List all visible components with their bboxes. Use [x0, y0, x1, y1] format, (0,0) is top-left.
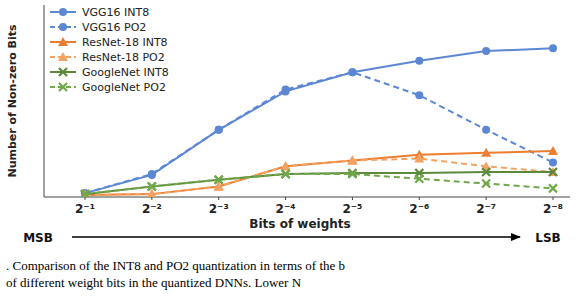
point: [482, 126, 490, 134]
series: [81, 168, 557, 197]
x-tick: [553, 197, 554, 200]
point: [415, 57, 423, 65]
point: [549, 158, 557, 166]
legend-marker: [59, 83, 67, 91]
y-axis-label: Number of Non-zero Bits: [6, 24, 19, 178]
x-tick-label: 2⁻¹: [75, 202, 95, 216]
x-tick-label: 2⁻³: [209, 202, 229, 216]
y-axis: [44, 5, 45, 197]
point: [414, 154, 424, 163]
point: [148, 170, 156, 178]
caption: . Comparison of the INT8 and PO2 quantiz…: [6, 258, 345, 273]
legend-label: ResNet-18 PO2: [82, 51, 165, 64]
legend-label: VGG16 PO2: [82, 21, 146, 34]
point: [348, 170, 356, 178]
annotation: LSB: [535, 231, 560, 245]
series-line: [85, 174, 553, 194]
series: [80, 146, 558, 197]
series-line: [85, 151, 553, 195]
legend-marker: [59, 23, 67, 31]
x-tick-label: 2⁻⁵: [342, 202, 362, 216]
legend-label: GoogleNet INT8: [82, 66, 169, 79]
x-tick: [352, 197, 353, 200]
chart: 2⁻¹ 2⁻² 2⁻³ 2⁻⁴ 2⁻⁵ 2⁻⁶ 2⁻⁷ 2⁻⁸ Number of Non-ze…: [0, 0, 586, 296]
x-tick: [285, 197, 286, 200]
point: [347, 156, 357, 165]
plot-area: [80, 44, 558, 197]
x-tick-label: 2⁻⁷: [476, 202, 496, 216]
x-tick: [151, 197, 152, 200]
point: [482, 47, 490, 55]
point: [282, 170, 290, 178]
point: [348, 68, 356, 76]
series: [81, 68, 557, 197]
annotation: MSB: [23, 231, 53, 245]
point: [415, 91, 423, 99]
point: [281, 161, 291, 170]
x-tick: [486, 197, 487, 200]
point: [148, 171, 156, 179]
series: [81, 44, 557, 197]
point: [348, 68, 356, 76]
x-tick-label: 2⁻²: [142, 202, 162, 216]
point: [482, 168, 490, 176]
point: [282, 85, 290, 93]
point: [215, 126, 223, 134]
point: [549, 184, 557, 192]
legend-label: GoogleNet PO2: [82, 81, 166, 94]
legend-marker: [58, 37, 68, 46]
direction-arrow: [72, 236, 520, 238]
x-axis: [44, 197, 570, 198]
point: [215, 176, 223, 184]
point: [482, 180, 490, 188]
point: [548, 146, 558, 155]
caption: of different weight bits in the quantize…: [6, 275, 302, 290]
legend: VGG16 INT8 VGG16 PO2 ResNet-18 INT8 ResNet-…: [50, 6, 169, 94]
x-tick-label: 2⁻⁶: [409, 202, 429, 216]
legend-marker: [58, 52, 68, 61]
x-axis-label: Bits of weights: [249, 217, 350, 231]
point: [549, 44, 557, 52]
x-tick-label: 2⁻⁸: [543, 202, 563, 216]
x-tick: [419, 197, 420, 200]
point: [415, 175, 423, 183]
series-line: [85, 159, 553, 195]
point: [549, 168, 557, 176]
legend-marker: [59, 8, 67, 16]
legend-marker: [59, 68, 67, 76]
x-tick: [218, 197, 219, 200]
legend-label: VGG16 INT8: [82, 6, 149, 19]
point: [481, 148, 491, 157]
legend-label: ResNet-18 INT8: [82, 36, 168, 49]
x-tick-label: 2⁻⁴: [276, 202, 296, 216]
series: [81, 170, 557, 197]
point: [281, 161, 291, 170]
point: [81, 190, 89, 197]
series: [80, 154, 558, 197]
point: [215, 126, 223, 134]
point: [148, 182, 156, 190]
x-tick: [85, 197, 86, 200]
